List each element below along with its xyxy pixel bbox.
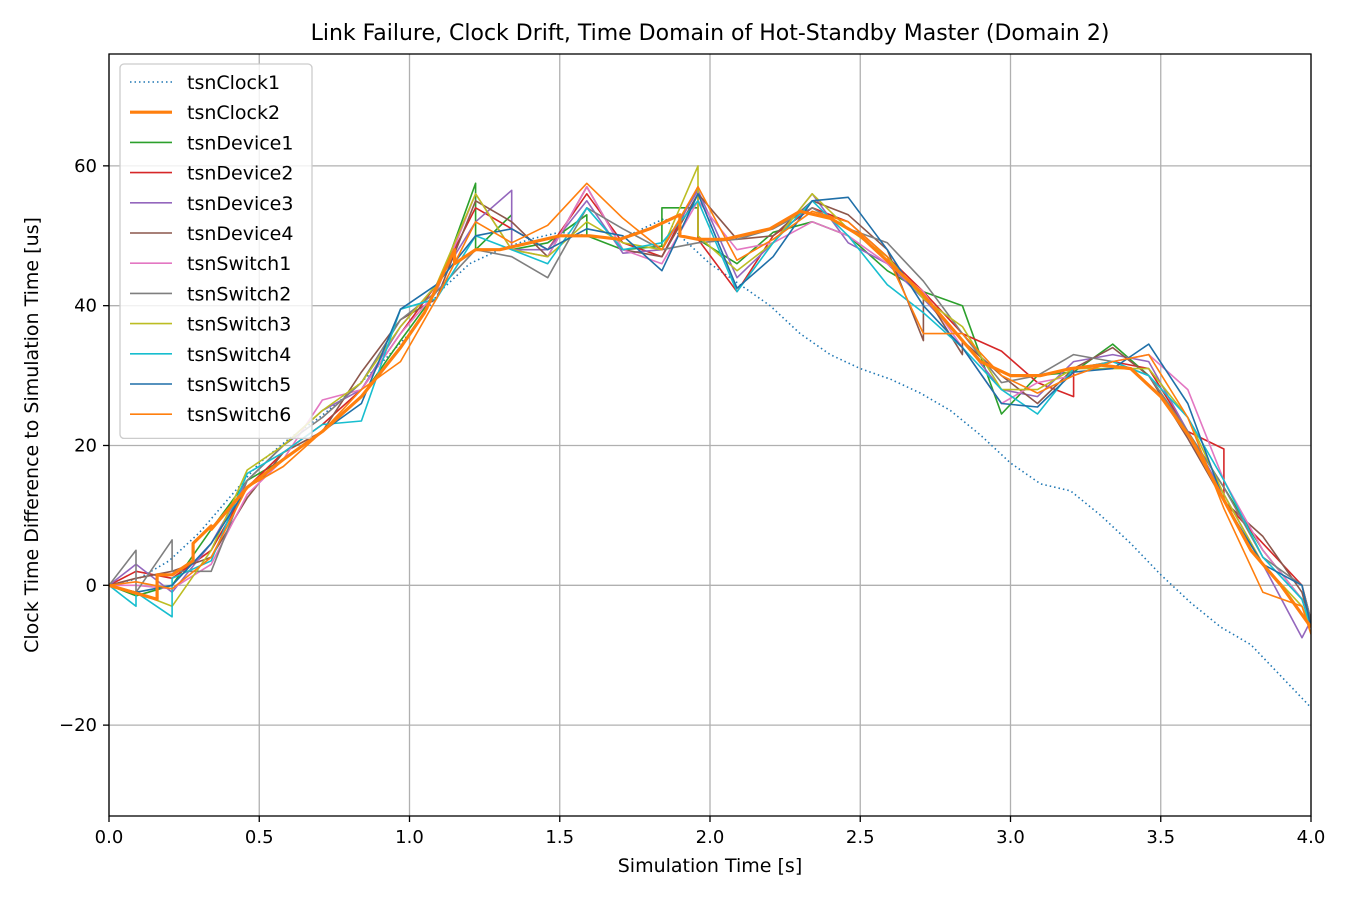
x-tick-label: 0.0 [95,827,124,848]
legend-label-tsnSwitch2: tsnSwitch2 [187,283,291,305]
legend-label-tsnDevice4: tsnDevice4 [187,223,293,245]
legend-label-tsnSwitch4: tsnSwitch4 [187,344,291,366]
legend-label-tsnSwitch6: tsnSwitch6 [187,404,291,426]
series-line-tsnSwitch6 [109,182,1311,635]
x-tick-label: 3.5 [1146,827,1175,848]
x-tick-label: 3.0 [996,827,1025,848]
y-tick-label: 20 [74,435,97,456]
x-tick-label: 0.5 [245,827,274,848]
y-tick-label: 0 [86,575,97,596]
x-tick-label: 2.0 [696,827,725,848]
legend-label-tsnSwitch5: tsnSwitch5 [187,374,291,396]
legend-label-tsnSwitch3: tsnSwitch3 [187,314,291,336]
x-tick-label: 1.5 [545,827,574,848]
series-line-tsnClock2 [109,209,1311,629]
x-tick-label: 2.5 [846,827,875,848]
x-axis-label: Simulation Time [s] [618,855,803,877]
legend-label-tsnDevice2: tsnDevice2 [187,163,293,185]
legend-label-tsnSwitch1: tsnSwitch1 [187,253,291,275]
axis-ticks: 0.0 0.5 1.0 1.5 2.0 2.5 3.0 3.5 4.0 −20 0 20 40 60 [59,156,1325,848]
legend-label-tsnDevice1: tsnDevice1 [187,132,293,154]
y-tick-label: 60 [74,156,97,177]
y-tick-label: −20 [59,715,97,736]
legend-label-tsnClock1: tsnClock1 [187,72,280,94]
legend-label-tsnClock2: tsnClock2 [187,102,280,124]
legend: tsnClock1 tsnClock2 tsnDevice1 tsnDevice2 ts… [119,63,313,440]
legend-box [119,63,313,440]
legend-label-tsnDevice3: tsnDevice3 [187,193,293,215]
grid [108,54,1312,816]
y-axis-label: Clock Time Difference to Simulation Time… [21,217,43,653]
x-tick-label: 1.0 [395,827,424,848]
y-tick-label: 40 [74,296,97,317]
chart-title: Link Failure, Clock Drift, Time Domain o… [311,21,1110,46]
x-tick-label: 4.0 [1297,827,1326,848]
